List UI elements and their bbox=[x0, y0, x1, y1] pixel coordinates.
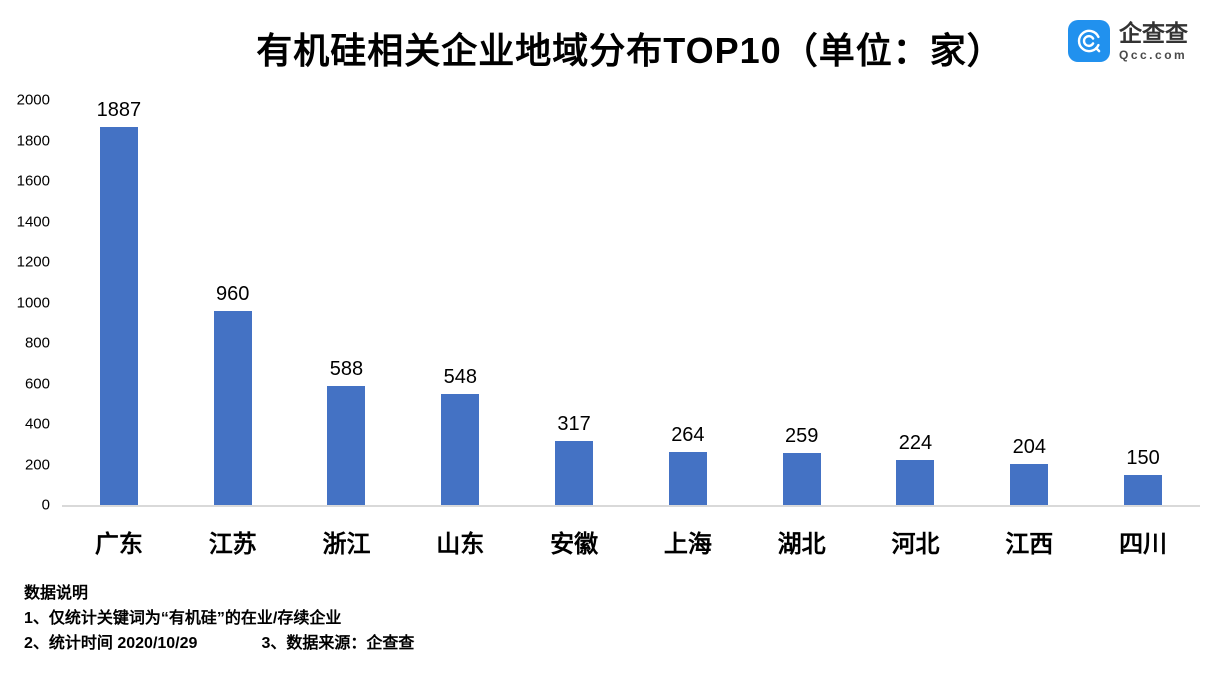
bar-河北 bbox=[896, 459, 935, 505]
x-category-label: 山东 bbox=[436, 531, 485, 558]
y-tick-label: 1600 bbox=[16, 172, 50, 190]
qcc-logo-name: 企查查 bbox=[1119, 19, 1188, 46]
bar-value-label: 1887 bbox=[96, 99, 142, 121]
bar-group: 150 bbox=[1086, 100, 1200, 505]
x-category-label: 四川 bbox=[1119, 531, 1168, 558]
bar-group: 259 bbox=[745, 100, 859, 505]
x-category-label: 江西 bbox=[1005, 531, 1054, 558]
bar-value-label: 150 bbox=[1126, 446, 1160, 469]
y-tick-label: 600 bbox=[24, 375, 50, 392]
bar-value-label: 960 bbox=[216, 282, 250, 305]
y-axis: 0 200 400 600 800 1000 1200 1400 1600 1800 2000 bbox=[0, 92, 50, 514]
bar-湖北 bbox=[782, 452, 821, 505]
bar-value-label: 588 bbox=[329, 357, 364, 380]
footnote-1: 1、仅统计关键词为“有机硅”的在业/存续企业 bbox=[24, 610, 342, 627]
y-tick-label: 1400 bbox=[16, 213, 50, 230]
qcc-magnifier-icon bbox=[1068, 20, 1110, 62]
bar-group: 548 bbox=[403, 100, 517, 505]
footnote-row: 2、统计时间 2020/10/29 3、数据来源：企查查 bbox=[24, 631, 414, 656]
footnotes: 数据说明 1、仅统计关键词为“有机硅”的在业/存续企业 2、统计时间 2020/… bbox=[24, 581, 414, 656]
bar-value-label: 264 bbox=[671, 423, 705, 446]
bar-group: 960 bbox=[176, 100, 290, 505]
bar-group: 588 bbox=[290, 100, 404, 505]
bar-山东 bbox=[441, 394, 480, 505]
x-category-label: 上海 bbox=[663, 531, 712, 558]
bar-group: 1887 bbox=[62, 100, 176, 505]
y-tick-label: 0 bbox=[41, 496, 50, 514]
footnotes-heading: 数据说明 bbox=[24, 585, 89, 602]
bar-group: 204 bbox=[972, 100, 1086, 505]
bar-value-label: 224 bbox=[898, 431, 933, 454]
bar-value-label: 548 bbox=[443, 366, 477, 389]
y-tick-label: 2000 bbox=[16, 91, 50, 109]
bar-上海 bbox=[668, 451, 707, 505]
y-tick-label: 200 bbox=[24, 456, 50, 473]
y-tick-label: 800 bbox=[24, 334, 50, 352]
bar-江西 bbox=[1010, 463, 1049, 505]
bar-value-label: 204 bbox=[1012, 435, 1046, 458]
x-category-label: 江苏 bbox=[208, 531, 257, 558]
chart-title: 有机硅相关企业地域分布TOP10（单位：家） bbox=[256, 30, 1004, 71]
x-category-label: 广东 bbox=[94, 531, 143, 558]
y-tick-label: 1800 bbox=[16, 132, 50, 149]
bar-浙江 bbox=[327, 385, 366, 505]
y-tick-label: 1000 bbox=[16, 294, 50, 311]
bar-group: 317 bbox=[517, 100, 631, 505]
x-axis: 广东 江苏 浙江 山东 安徽 上海 湖北 河北 江西 四川 bbox=[62, 524, 1200, 559]
footnote-3: 3、数据来源：企查查 bbox=[261, 635, 415, 652]
bar-group: 224 bbox=[859, 100, 973, 505]
qcc-logo-text: 企查查 Qcc.com bbox=[1119, 19, 1188, 62]
bar-广东 bbox=[99, 127, 138, 505]
y-tick-label: 400 bbox=[24, 415, 50, 433]
qcc-logo: 企查查 Qcc.com bbox=[1068, 20, 1188, 62]
x-category-label: 浙江 bbox=[322, 531, 371, 558]
qcc-logo-domain: Qcc.com bbox=[1119, 47, 1188, 62]
plot-area: 1887 960 588 548 317 264 259 224 204 150 bbox=[62, 100, 1200, 507]
x-category-label: 安徽 bbox=[550, 531, 599, 558]
x-category-label: 河北 bbox=[891, 531, 940, 558]
bar-安徽 bbox=[555, 440, 594, 505]
footnote-2: 2、统计时间 2020/10/29 bbox=[24, 635, 198, 652]
bar-value-label: 317 bbox=[557, 412, 591, 435]
bar-四川 bbox=[1124, 474, 1163, 505]
bar-江苏 bbox=[213, 310, 252, 505]
bar-group: 264 bbox=[631, 100, 745, 505]
x-category-label: 湖北 bbox=[777, 531, 826, 558]
bar-value-label: 259 bbox=[784, 424, 819, 447]
y-tick-label: 1200 bbox=[16, 253, 50, 271]
